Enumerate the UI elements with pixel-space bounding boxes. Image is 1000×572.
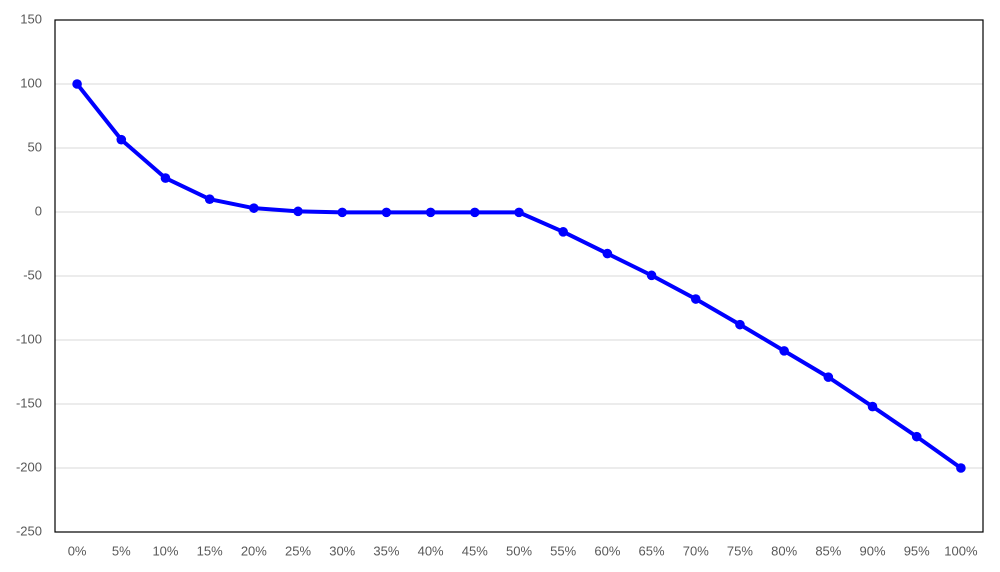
x-tick-label: 55% — [550, 543, 576, 558]
data-point — [514, 207, 524, 218]
data-point — [160, 173, 171, 183]
data-point — [779, 346, 789, 356]
data-point — [911, 431, 922, 442]
data-point — [735, 319, 745, 330]
data-point — [249, 203, 259, 213]
y-axis-tick-labels: 150 100 50 0 -50 -100 -150 -200 -250 — [16, 11, 42, 538]
x-tick-label: 75% — [727, 543, 753, 558]
x-tick-label: 20% — [241, 543, 267, 558]
x-tick-label: 50% — [506, 543, 532, 558]
y-tick-label: -50 — [23, 267, 42, 282]
y-tick-label: 100 — [20, 75, 42, 90]
data-point — [823, 372, 834, 382]
y-tick-label: -200 — [16, 459, 42, 474]
x-tick-label: 90% — [860, 543, 886, 558]
x-tick-label: 0% — [68, 543, 87, 558]
y-tick-label: 50 — [28, 139, 42, 154]
x-tick-label: 40% — [418, 543, 444, 558]
x-tick-label: 15% — [197, 543, 223, 558]
data-point — [646, 270, 657, 281]
series-group — [72, 79, 966, 473]
data-point — [470, 207, 480, 218]
x-tick-label: 30% — [329, 543, 355, 558]
y-tick-label: -250 — [16, 523, 42, 538]
data-point — [602, 248, 613, 259]
data-point — [558, 227, 568, 237]
data-point — [425, 207, 436, 218]
data-point — [72, 79, 82, 89]
x-tick-label: 95% — [904, 543, 930, 558]
x-axis-tick-labels: 0% 5% 10% 15% 20% 25% 30% 35% 40% 45% 50% 55% 60% 65%… — [68, 543, 978, 558]
x-tick-label: 35% — [373, 543, 399, 558]
y-tick-label: 0 — [35, 203, 42, 218]
y-tick-label: -150 — [16, 395, 42, 410]
gridlines — [55, 83, 983, 469]
data-point — [956, 463, 966, 473]
x-tick-label: 10% — [152, 543, 178, 558]
x-tick-label: 45% — [462, 543, 488, 558]
data-point — [116, 134, 127, 145]
data-point — [867, 401, 878, 412]
x-tick-label: 5% — [112, 543, 131, 558]
data-point — [293, 206, 303, 217]
x-tick-label: 70% — [683, 543, 709, 558]
plot-area-border — [54, 19, 984, 533]
y-tick-label: 150 — [20, 11, 42, 26]
x-tick-label: 85% — [815, 543, 841, 558]
data-point — [690, 294, 701, 304]
x-tick-label: 60% — [594, 543, 620, 558]
data-point — [337, 207, 348, 218]
y-tick-label: -100 — [16, 331, 42, 346]
x-tick-label: 100% — [944, 543, 978, 558]
data-point — [381, 207, 392, 218]
x-tick-label: 80% — [771, 543, 797, 558]
x-tick-label: 65% — [639, 543, 665, 558]
x-tick-label: 25% — [285, 543, 311, 558]
data-point — [204, 194, 215, 204]
